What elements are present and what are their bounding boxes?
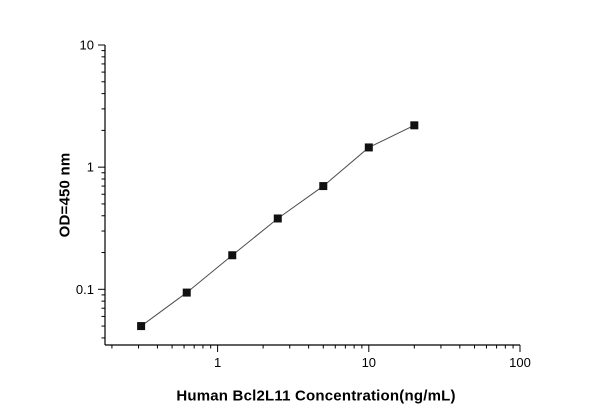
series-line — [140, 124, 415, 327]
data-point-marker — [182, 288, 191, 297]
data-point-marker — [273, 214, 282, 223]
data-point-marker — [228, 251, 237, 260]
x-axis-title: Human Bcl2L11 Concentration(ng/mL) — [176, 387, 456, 405]
y-axis-title: OD=450 nm — [56, 152, 74, 238]
data-point-marker — [410, 121, 419, 130]
data-point-marker — [319, 182, 328, 191]
y-tick-label: 1 — [87, 160, 94, 175]
y-tick-label: 0.1 — [76, 282, 94, 297]
x-tick-label: 100 — [509, 355, 531, 370]
data-point-marker — [137, 322, 146, 331]
x-tick-label: 10 — [362, 355, 376, 370]
data-point-marker — [364, 143, 373, 152]
x-tick-label: 1 — [214, 355, 221, 370]
y-tick-label: 10 — [80, 38, 94, 53]
